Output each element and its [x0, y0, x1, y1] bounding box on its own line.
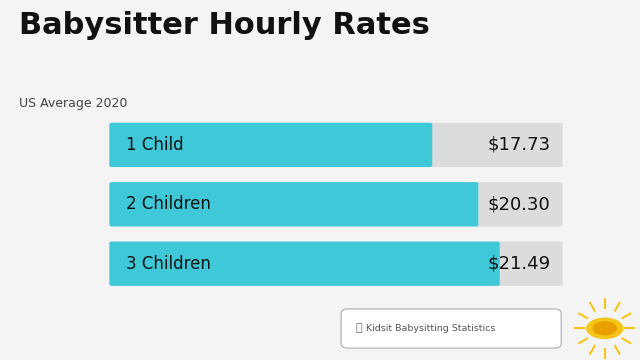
FancyBboxPatch shape	[109, 242, 500, 286]
Text: $17.73: $17.73	[487, 136, 550, 154]
FancyBboxPatch shape	[109, 242, 563, 286]
Text: ⌕: ⌕	[355, 323, 362, 333]
Text: 3 Children: 3 Children	[126, 255, 211, 273]
Text: US Average 2020: US Average 2020	[19, 97, 127, 110]
FancyBboxPatch shape	[109, 182, 563, 226]
Text: Babysitter Hourly Rates: Babysitter Hourly Rates	[19, 11, 430, 40]
Circle shape	[593, 322, 616, 335]
Text: 2 Children: 2 Children	[126, 195, 211, 213]
Text: $20.30: $20.30	[488, 195, 550, 213]
Text: Kidsit Babysitting Statistics: Kidsit Babysitting Statistics	[366, 324, 495, 333]
Circle shape	[587, 318, 623, 338]
FancyBboxPatch shape	[109, 123, 432, 167]
Text: 1 Child: 1 Child	[126, 136, 184, 154]
FancyBboxPatch shape	[109, 182, 478, 226]
Text: $21.49: $21.49	[487, 255, 550, 273]
FancyBboxPatch shape	[109, 123, 563, 167]
FancyBboxPatch shape	[341, 309, 561, 348]
